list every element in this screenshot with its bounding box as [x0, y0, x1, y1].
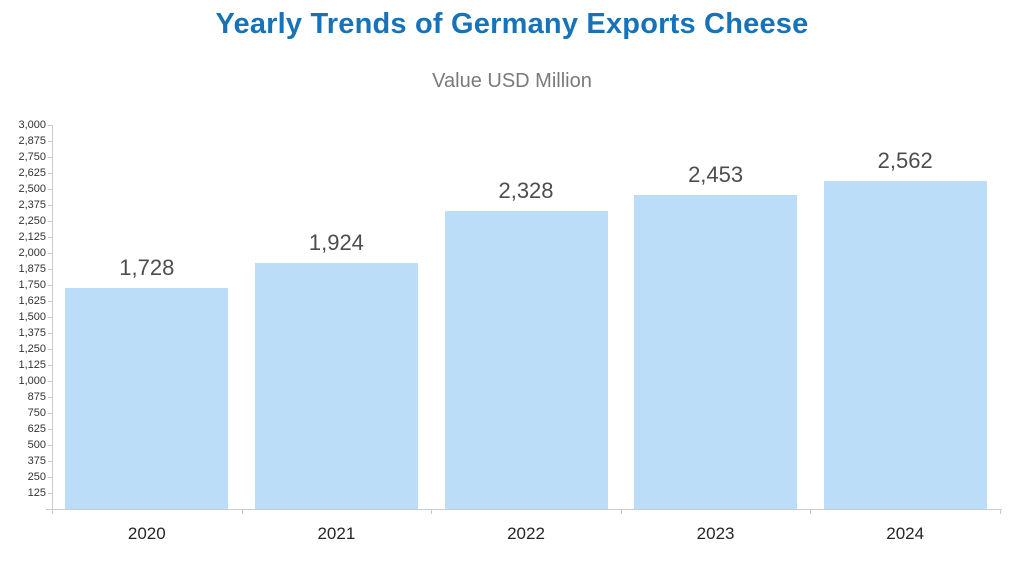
y-axis-tick-label: 125: [27, 487, 46, 499]
bar-value-label-2020: 1,728: [119, 254, 175, 280]
bar-2024: [823, 181, 987, 509]
x-axis-label-2023: 2023: [696, 524, 735, 543]
y-axis-tick: [48, 205, 52, 206]
bar-value-label-2024: 2,562: [877, 148, 933, 174]
x-axis-label-2021: 2021: [317, 524, 356, 543]
y-axis-tick: [48, 381, 52, 382]
y-axis-tick: [48, 141, 52, 142]
y-axis-tick: [48, 397, 52, 398]
y-axis-tick-label: 1,625: [18, 295, 46, 307]
bar-2021: [254, 262, 418, 509]
bar-value-label-2023: 2,453: [688, 162, 744, 188]
y-axis-tick-label: 1,875: [18, 263, 46, 275]
bar-value-label-2022: 2,328: [498, 178, 554, 204]
y-axis-tick-label: 2,750: [18, 151, 46, 163]
x-axis-tick: [810, 510, 812, 514]
bar-value-label-2021: 1,924: [308, 229, 364, 255]
chart-subtitle: Value USD Million: [432, 70, 592, 92]
y-axis-tick: [48, 445, 52, 446]
y-axis-tick: [48, 253, 52, 254]
x-axis-label-2024: 2024: [886, 524, 925, 543]
y-axis-tick: [48, 157, 52, 158]
x-axis-label-2022: 2022: [507, 524, 545, 543]
x-axis-tick: [431, 510, 433, 514]
x-axis-tick: [620, 510, 622, 514]
x-axis-tick: [1000, 510, 1001, 514]
y-axis-tick-label: 2,250: [18, 215, 46, 227]
y-axis-tick: [48, 413, 52, 414]
y-axis-tick: [48, 429, 52, 430]
y-axis-tick-label: 500: [27, 439, 46, 451]
y-axis-tick-label: 2,875: [18, 135, 46, 147]
y-axis-tick: [48, 269, 52, 270]
y-axis-tick: [48, 237, 52, 238]
y-axis-tick: [48, 461, 52, 462]
bar-2022: [444, 211, 608, 509]
y-axis-tick-label: 625: [27, 423, 46, 435]
y-axis-tick-label: 875: [27, 391, 46, 403]
y-axis-tick-label: 2,500: [18, 183, 46, 195]
y-axis-tick: [48, 285, 52, 286]
y-axis-line: [52, 125, 53, 509]
y-axis-tick: [48, 125, 52, 126]
y-axis-tick: [48, 317, 52, 318]
y-axis-tick: [48, 173, 52, 174]
y-axis-tick: [48, 493, 52, 494]
y-axis-tick-label: 1,125: [18, 359, 46, 371]
bar-2020: [65, 287, 229, 509]
y-axis-tick-label: 2,625: [18, 167, 46, 179]
y-axis-tick-label: 2,375: [18, 199, 46, 211]
y-axis-tick-label: 750: [27, 407, 46, 419]
y-axis-tick-label: 3,000: [18, 119, 46, 131]
y-axis-tick-label: 2,125: [18, 231, 46, 243]
y-axis-tick: [48, 365, 52, 366]
y-axis-tick: [48, 221, 52, 222]
y-axis-tick: [48, 189, 52, 190]
y-axis-tick-label: 1,500: [18, 311, 46, 323]
y-axis-tick: [48, 333, 52, 334]
bar-2023: [634, 195, 798, 509]
y-axis-tick: [48, 301, 52, 302]
y-axis-tick-label: 375: [27, 455, 46, 467]
x-axis-tick: [52, 510, 53, 514]
x-axis-line: [46, 509, 1002, 510]
y-axis-tick-label: 1,750: [18, 279, 46, 291]
y-axis-tick-label: 1,375: [18, 327, 46, 339]
x-axis-label-2020: 2020: [127, 524, 166, 543]
chart-title: Yearly Trends of Germany Exports Cheese: [215, 8, 809, 40]
y-axis-tick-label: 250: [27, 471, 46, 483]
x-axis-tick: [241, 510, 243, 514]
y-axis-tick-label: 1,250: [18, 343, 46, 355]
y-axis-tick-label: 1,000: [18, 375, 46, 387]
y-axis-tick: [48, 349, 52, 350]
y-axis-tick-label: 2,000: [18, 247, 46, 259]
y-axis-tick: [48, 477, 52, 478]
